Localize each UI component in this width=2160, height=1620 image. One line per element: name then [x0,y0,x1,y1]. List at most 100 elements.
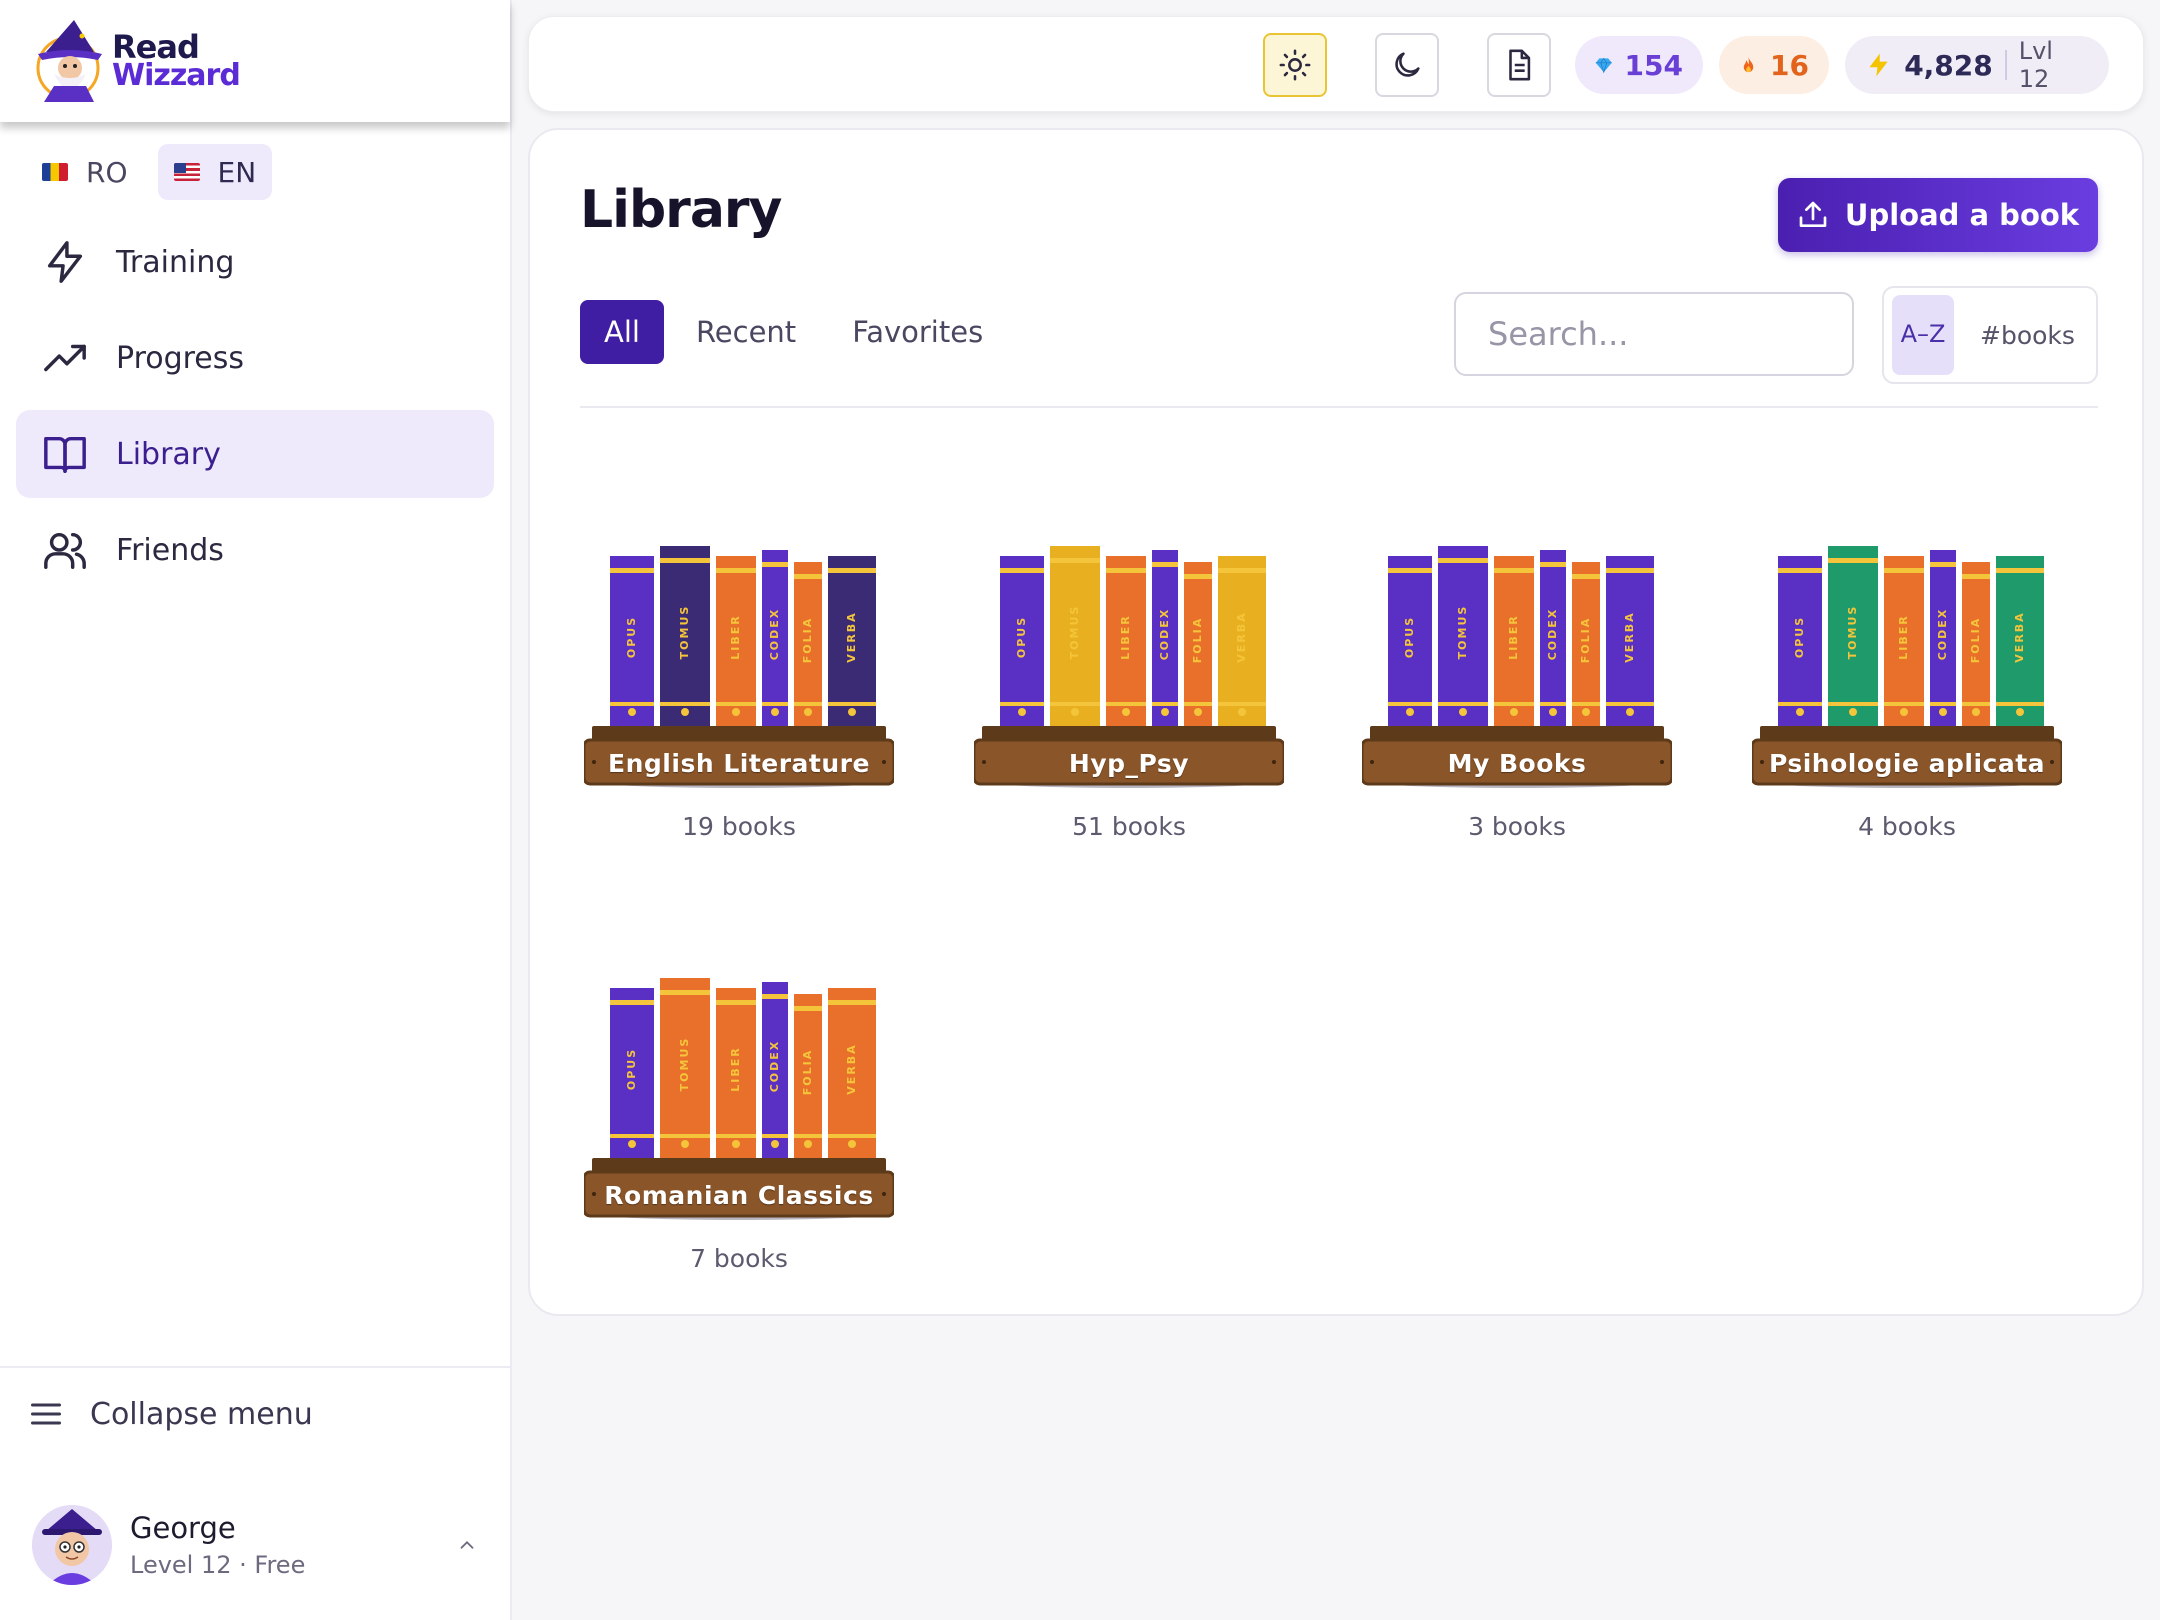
collection-name: English Literature [608,748,870,778]
spine-label: FOLIA [1579,617,1592,663]
collection-card[interactable]: OPUS TOMUS LIBER CODEX FOLIA VERBA Romanian Cl… [584,932,894,1273]
top-bar: 154 16 4,828 Lvl 12 [528,16,2144,112]
nav-label-library: Library [116,436,221,472]
spine-label: CODEX [1546,608,1559,661]
book-spine: FOLIA [1962,562,1990,726]
bookshelf-illustration: OPUS TOMUS LIBER CODEX FOLIA VERBA [1362,546,1672,788]
spine-label: FOLIA [1969,617,1982,663]
collection-book-count: 3 books [1468,812,1566,841]
spine-label: OPUS [625,1048,638,1090]
spine-label: VERBA [1235,611,1248,662]
spine-label: LIBER [729,1046,742,1091]
search-input[interactable]: Search... [1454,292,1854,376]
nav-label-friends: Friends [116,532,224,568]
library-panel: Library Upload a book All Recent Favorit… [528,128,2144,1316]
spine-label: TOMUS [1456,605,1469,660]
bookshelf-illustration: OPUS TOMUS LIBER CODEX FOLIA VERBA [584,546,894,788]
collection-book-count: 19 books [682,812,796,841]
collapse-menu-label: Collapse menu [90,1396,313,1432]
streak-count: 16 [1770,48,1809,82]
sort-books-button[interactable]: #books [1980,320,2075,350]
us-flag-icon [173,163,200,181]
spine-label: LIBER [729,614,742,659]
spine-label: OPUS [1793,616,1806,658]
collection-card[interactable]: OPUS TOMUS LIBER CODEX FOLIA VERBA My Books 3 b… [1362,500,1672,841]
spine-label: TOMUS [1846,605,1859,660]
moon-icon [1395,52,1420,77]
collection-name: Romanian Classics [604,1180,874,1210]
book-spine: CODEX [762,550,788,726]
open-book-icon [44,436,86,473]
spine-label: VERBA [845,1043,858,1094]
streak-counter[interactable]: 16 [1719,36,1829,94]
reading-mode-button[interactable] [1487,33,1551,97]
collapse-menu-button[interactable]: Collapse menu [0,1368,510,1460]
bookshelf-illustration: OPUS TOMUS LIBER CODEX FOLIA VERBA [584,978,894,1220]
sun-icon [1279,49,1311,81]
spine-label: CODEX [1936,608,1949,661]
spine-label: VERBA [845,611,858,662]
collection-card[interactable]: OPUS TOMUS LIBER CODEX FOLIA VERBA English Lit… [584,500,894,841]
nav-item-progress[interactable]: Progress [16,314,494,402]
book-spine: CODEX [1930,550,1956,726]
xp-level-counter[interactable]: 4,828 Lvl 12 [1845,36,2109,94]
book-spine: VERBA [828,556,876,726]
lang-ro-button[interactable]: RO [26,144,144,200]
tab-all[interactable]: All [580,300,664,364]
nav-label-training: Training [116,244,235,280]
sidebar-footer: Collapse menu George Leve [0,1366,510,1620]
xp-count: 4,828 [1904,48,1993,82]
book-spine: VERBA [1996,556,2044,726]
book-spine: TOMUS [660,978,710,1158]
language-switcher: RO EN [26,144,510,200]
book-spine: CODEX [1152,550,1178,726]
book-spine: TOMUS [660,546,710,726]
tab-recent[interactable]: Recent [695,315,797,349]
book-spine: TOMUS [1828,546,1878,726]
spine-label: CODEX [768,608,781,661]
book-spine: VERBA [828,988,876,1158]
collection-card[interactable]: OPUS TOMUS LIBER CODEX FOLIA VERBA Hyp_Psy 51 b… [974,500,1284,841]
spine-label: LIBER [1897,614,1910,659]
spine-label: LIBER [1507,614,1520,659]
dark-theme-button[interactable] [1375,33,1439,97]
sort-control: A–Z #books [1882,286,2098,384]
main-nav: Training Progress Library Friends [0,218,510,594]
filter-tabs: All Recent Favorites [580,300,1007,364]
lang-en-button[interactable]: EN [157,144,273,200]
collection-name: Psihologie aplicata [1768,748,2046,778]
spine-label: LIBER [1119,614,1132,659]
collection-name: My Books [1447,748,1587,778]
collection-book-count: 4 books [1858,812,1956,841]
spine-label: OPUS [1403,616,1416,658]
gems-counter[interactable]: 154 [1575,36,1703,94]
nav-item-friends[interactable]: Friends [16,506,494,594]
lightning-icon [1869,53,1888,77]
spine-label: VERBA [2013,611,2026,662]
book-spine: VERBA [1606,556,1654,726]
logo[interactable]: Read Wizzard [0,0,510,122]
upload-book-button[interactable]: Upload a book [1778,178,2098,252]
lang-en-label: EN [217,155,257,189]
nav-item-training[interactable]: Training [16,218,494,306]
book-spine: TOMUS [1438,546,1488,726]
nav-item-library[interactable]: Library [16,410,494,498]
user-profile-menu[interactable]: George Level 12 · Free [0,1470,510,1620]
light-theme-button[interactable] [1263,33,1327,97]
sort-az-button[interactable]: A–Z [1892,295,1954,375]
hamburger-icon [31,1403,61,1425]
book-spine: LIBER [716,988,756,1158]
tab-favorites[interactable]: Favorites [852,315,984,349]
spine-label: OPUS [625,616,638,658]
fire-icon [1743,57,1754,73]
spine-label: CODEX [768,1040,781,1093]
spine-label: FOLIA [801,1049,814,1095]
trending-up-icon [44,344,86,372]
nav-label-progress: Progress [116,340,245,376]
avatar [32,1505,112,1585]
collection-card[interactable]: OPUS TOMUS LIBER CODEX FOLIA VERBA Psihologie … [1752,500,2062,841]
users-icon [44,532,86,569]
page-title: Library [580,180,782,240]
search-placeholder: Search... [1488,315,1629,353]
spine-label: VERBA [1623,611,1636,662]
